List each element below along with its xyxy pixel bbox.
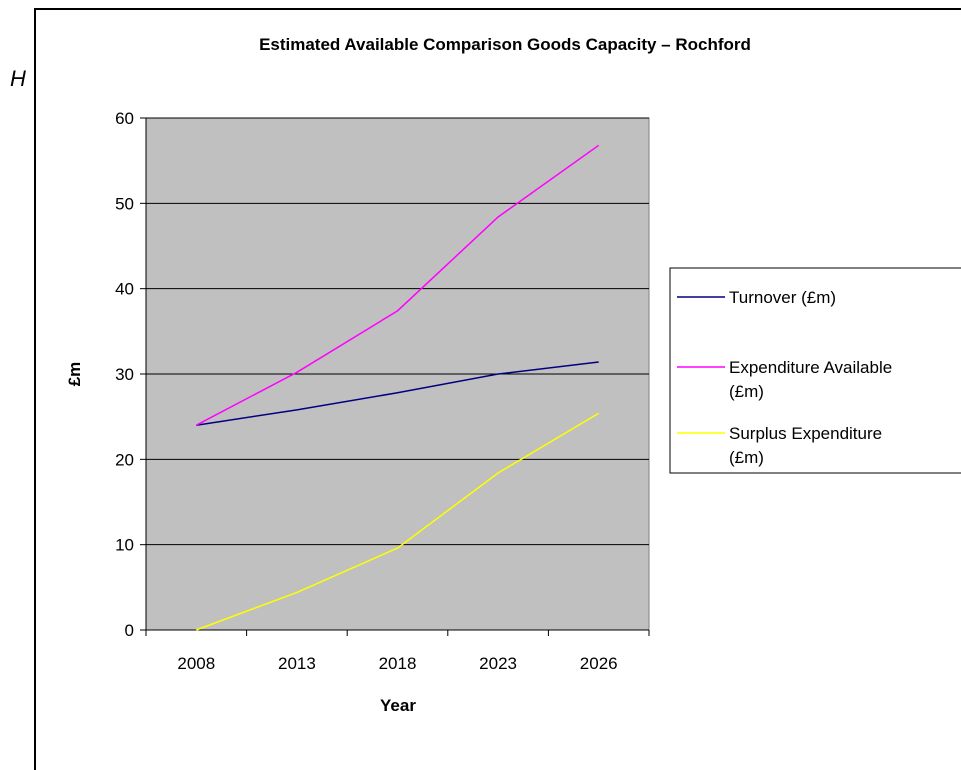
axes bbox=[140, 117, 650, 636]
chart-frame bbox=[34, 8, 961, 770]
series-line-2 bbox=[196, 412, 600, 631]
y-tick-label: 20 bbox=[115, 450, 134, 469]
legend: Turnover (£m) Expenditure Available (£m) Su… bbox=[669, 267, 961, 474]
x-tick-label: 2018 bbox=[379, 654, 417, 673]
y-axis-label: £m bbox=[65, 362, 84, 387]
legend-box bbox=[669, 267, 961, 474]
x-tick-labels: 2008 2013 2018 2023 2026 bbox=[177, 654, 617, 673]
x-tick-label: 2026 bbox=[580, 654, 618, 673]
y-tick-label: 10 bbox=[115, 536, 134, 555]
legend-label-1: Expenditure Available (£m) bbox=[729, 358, 892, 401]
legend-label-2: Surplus Expenditure (£m) bbox=[729, 424, 882, 467]
x-tick-label: 2013 bbox=[278, 654, 316, 673]
y-tick-label: 50 bbox=[115, 194, 134, 213]
x-axis-label: Year bbox=[380, 696, 416, 715]
series-lines bbox=[195, 144, 600, 631]
series-line-0 bbox=[196, 361, 599, 426]
chart: Estimated Available Comparison Goods Cap… bbox=[65, 35, 961, 715]
y-tick-label: 40 bbox=[115, 280, 134, 299]
stray-text: H bbox=[10, 66, 26, 91]
y-tick-label: 30 bbox=[115, 365, 134, 384]
series-line-1 bbox=[195, 144, 600, 426]
chart-title: Estimated Available Comparison Goods Cap… bbox=[259, 35, 751, 54]
gridlines bbox=[146, 117, 649, 631]
y-tick-labels: 0 10 20 30 40 50 60 bbox=[115, 109, 134, 640]
y-tick-label: 60 bbox=[115, 109, 134, 128]
legend-label-0: Turnover (£m) bbox=[729, 288, 836, 307]
x-tick-label: 2023 bbox=[479, 654, 517, 673]
y-tick-label: 0 bbox=[125, 621, 134, 640]
x-tick-label: 2008 bbox=[177, 654, 215, 673]
